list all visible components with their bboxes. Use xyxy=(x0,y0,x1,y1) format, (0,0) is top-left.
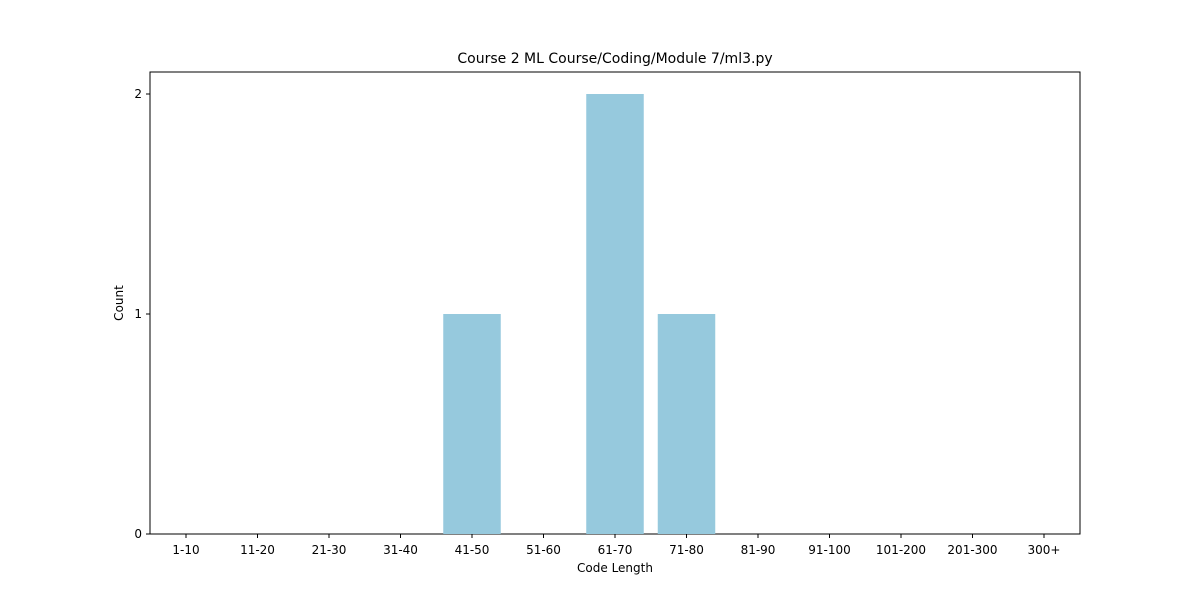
y-tick-label: 2 xyxy=(134,87,142,101)
x-tick-label: 91-100 xyxy=(808,543,851,557)
x-tick-label: 31-40 xyxy=(383,543,418,557)
y-tick-label: 1 xyxy=(134,307,142,321)
bar-61-70 xyxy=(586,94,644,534)
x-tick-label: 21-30 xyxy=(312,543,347,557)
x-tick-label: 101-200 xyxy=(876,543,926,557)
y-axis-ticks: 0 1 2 xyxy=(134,87,150,541)
bar-71-80 xyxy=(657,314,716,534)
x-tick-label: 300+ xyxy=(1028,543,1061,557)
y-tick-label: 0 xyxy=(134,527,142,541)
x-tick-label: 41-50 xyxy=(455,543,490,557)
x-tick-label: 61-70 xyxy=(598,543,633,557)
x-axis-ticks: 1-10 11-20 21-30 31-40 41-50 51-60 61-70 71-80 8… xyxy=(172,534,1060,557)
x-tick-label: 81-90 xyxy=(741,543,776,557)
x-tick-label: 51-60 xyxy=(526,543,561,557)
bars-layer xyxy=(443,94,716,534)
x-axis-label: Code Length xyxy=(577,561,653,575)
x-tick-label: 11-20 xyxy=(240,543,275,557)
y-axis-label: Count xyxy=(112,285,126,321)
chart-title: Course 2 ML Course/Coding/Module 7/ml3.p… xyxy=(457,51,772,67)
bar-41-50 xyxy=(443,314,501,534)
x-tick-label: 201-300 xyxy=(947,543,997,557)
x-tick-label: 1-10 xyxy=(172,543,199,557)
x-tick-label: 71-80 xyxy=(669,543,704,557)
